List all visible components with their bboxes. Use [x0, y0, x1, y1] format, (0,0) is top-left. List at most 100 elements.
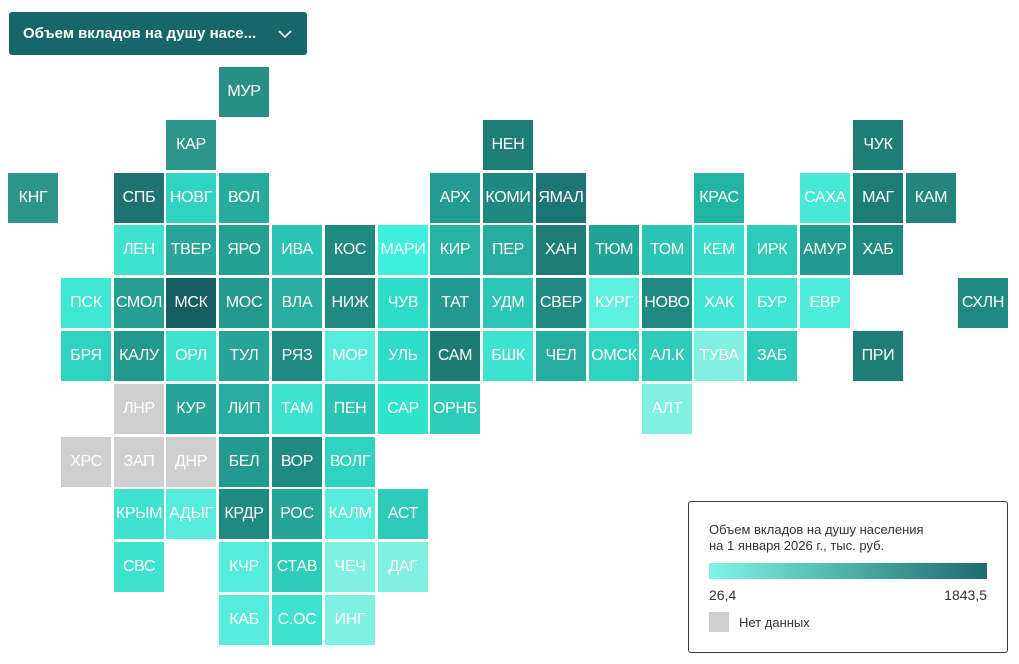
region-tile-80[interactable]: АСТ [378, 489, 428, 539]
region-tile-25[interactable]: ТОМ [642, 225, 692, 275]
dropdown-selected-label: Объем вкладов на душу насе... [23, 25, 257, 42]
region-tile-63[interactable]: ЛИП [219, 384, 269, 434]
region-tile-60[interactable]: ПРИ [853, 331, 903, 381]
region-tile-58[interactable]: ТУВА [694, 331, 744, 381]
region-tile-3[interactable]: ЧУК [853, 120, 903, 170]
no-data-label: Нет данных [739, 615, 810, 630]
region-tile-5[interactable]: СПБ [114, 173, 164, 223]
region-tile-64[interactable]: ТАМ [272, 384, 322, 434]
region-tile-45[interactable]: СХЛН [958, 278, 1008, 328]
region-tile-46[interactable]: БРЯ [61, 331, 111, 381]
region-tile-14[interactable]: КАМ [906, 173, 956, 223]
region-tile-52[interactable]: УЛЬ [378, 331, 428, 381]
indicator-dropdown[interactable]: Объем вкладов на душу насе... [9, 12, 307, 55]
region-tile-7[interactable]: ВОЛ [219, 173, 269, 223]
region-tile-49[interactable]: ТУЛ [219, 331, 269, 381]
region-tile-62[interactable]: КУР [166, 384, 216, 434]
region-tile-28[interactable]: АМУР [800, 225, 850, 275]
region-tile-84[interactable]: ЧЕЧ [325, 542, 375, 592]
region-tile-71[interactable]: ДНР [166, 437, 216, 487]
region-tile-68[interactable]: АЛТ [642, 384, 692, 434]
region-tile-43[interactable]: БУР [747, 278, 797, 328]
region-tile-81[interactable]: СВС [114, 542, 164, 592]
region-tile-2[interactable]: НЕН [483, 120, 533, 170]
region-tile-86[interactable]: КАБ [219, 595, 269, 645]
region-tile-27[interactable]: ИРК [747, 225, 797, 275]
region-tile-1[interactable]: КАР [166, 120, 216, 170]
region-tile-8[interactable]: АРХ [430, 173, 480, 223]
region-tile-69[interactable]: ХРС [61, 437, 111, 487]
region-tile-76[interactable]: АДЫГ [166, 489, 216, 539]
region-tile-53[interactable]: САМ [430, 331, 480, 381]
region-tile-37[interactable]: ТАТ [430, 278, 480, 328]
region-tile-12[interactable]: САХА [800, 173, 850, 223]
region-tile-4[interactable]: КНГ [8, 173, 58, 223]
map-legend: Объем вкладов на душу населения на 1 янв… [688, 501, 1008, 653]
region-tile-48[interactable]: ОРЛ [166, 331, 216, 381]
region-tile-21[interactable]: КИР [430, 225, 480, 275]
region-tile-13[interactable]: МАГ [853, 173, 903, 223]
region-tile-38[interactable]: УДМ [483, 278, 533, 328]
region-tile-36[interactable]: ЧУВ [378, 278, 428, 328]
region-tile-30[interactable]: ПСК [61, 278, 111, 328]
region-tile-47[interactable]: КАЛУ [114, 331, 164, 381]
region-tile-83[interactable]: СТАВ [272, 542, 322, 592]
region-tile-50[interactable]: РЯЗ [272, 331, 322, 381]
region-tile-67[interactable]: ОРНБ [430, 384, 480, 434]
region-tile-41[interactable]: НОВО [642, 278, 692, 328]
region-tile-33[interactable]: МОС [219, 278, 269, 328]
legend-title: Объем вкладов на душу населения на 1 янв… [709, 522, 989, 554]
region-tile-79[interactable]: КАЛМ [325, 489, 375, 539]
region-tile-61[interactable]: ЛНР [114, 384, 164, 434]
region-tile-88[interactable]: ИНГ [325, 595, 375, 645]
region-tile-6[interactable]: НОВГ [166, 173, 216, 223]
region-tile-59[interactable]: ЗАБ [747, 331, 797, 381]
region-tile-78[interactable]: РОС [272, 489, 322, 539]
region-tile-35[interactable]: НИЖ [325, 278, 375, 328]
region-tile-44[interactable]: ЕВР [800, 278, 850, 328]
region-tile-20[interactable]: МАРИ [378, 225, 428, 275]
region-tile-17[interactable]: ЯРО [219, 225, 269, 275]
chevron-down-icon [278, 29, 292, 38]
region-tile-87[interactable]: С.ОС [272, 595, 322, 645]
region-tile-73[interactable]: ВОР [272, 437, 322, 487]
region-tile-54[interactable]: БШК [483, 331, 533, 381]
region-tile-56[interactable]: ОМСК [589, 331, 639, 381]
region-tile-10[interactable]: ЯМАЛ [536, 173, 586, 223]
no-data-swatch [709, 612, 729, 632]
region-tile-82[interactable]: КЧР [219, 542, 269, 592]
region-tile-24[interactable]: ТЮМ [589, 225, 639, 275]
region-tile-29[interactable]: ХАБ [853, 225, 903, 275]
region-tile-70[interactable]: ЗАП [114, 437, 164, 487]
region-tile-39[interactable]: СВЕР [536, 278, 586, 328]
region-tile-42[interactable]: ХАК [694, 278, 744, 328]
region-tile-66[interactable]: САР [378, 384, 428, 434]
region-tile-31[interactable]: СМОЛ [114, 278, 164, 328]
region-tile-57[interactable]: АЛ.К [642, 331, 692, 381]
region-tile-22[interactable]: ПЕР [483, 225, 533, 275]
region-tile-34[interactable]: ВЛА [272, 278, 322, 328]
region-tile-0[interactable]: МУР [219, 67, 269, 117]
legend-max-value: 1843,5 [944, 587, 987, 603]
region-tile-19[interactable]: КОС [325, 225, 375, 275]
region-tile-77[interactable]: КРДР [219, 489, 269, 539]
region-tile-16[interactable]: ТВЕР [166, 225, 216, 275]
region-tile-23[interactable]: ХАН [536, 225, 586, 275]
region-tile-51[interactable]: МОР [325, 331, 375, 381]
region-tile-74[interactable]: ВОЛГ [325, 437, 375, 487]
region-tile-26[interactable]: КЕМ [694, 225, 744, 275]
region-tile-75[interactable]: КРЫМ [114, 489, 164, 539]
region-tile-11[interactable]: КРАС [694, 173, 744, 223]
region-tile-72[interactable]: БЕЛ [219, 437, 269, 487]
region-tile-40[interactable]: КУРГ [589, 278, 639, 328]
region-tile-18[interactable]: ИВА [272, 225, 322, 275]
legend-title-line2: на 1 января 2026 г., тыс. руб. [709, 538, 885, 553]
region-tile-15[interactable]: ЛЕН [114, 225, 164, 275]
legend-min-value: 26,4 [709, 587, 737, 603]
region-tile-32[interactable]: МСК [166, 278, 216, 328]
region-tile-9[interactable]: КОМИ [483, 173, 533, 223]
region-tile-65[interactable]: ПЕН [325, 384, 375, 434]
region-tile-85[interactable]: ДАГ [378, 542, 428, 592]
region-tile-55[interactable]: ЧЕЛ [536, 331, 586, 381]
